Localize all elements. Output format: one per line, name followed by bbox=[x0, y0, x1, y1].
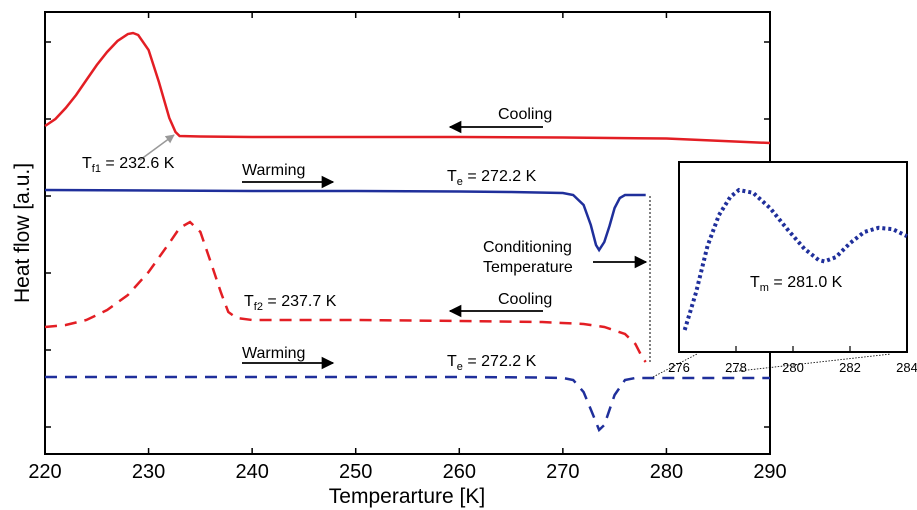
inset-connector-left bbox=[652, 353, 698, 378]
x-axis-title: Temperarture [K] bbox=[329, 485, 485, 508]
inset-curve bbox=[682, 187, 908, 331]
inset-tick-label: 280 bbox=[782, 360, 804, 375]
plot-frame bbox=[44, 11, 771, 455]
x-axis-ticks: 220 230 240 250 260 270 280 290 bbox=[28, 12, 787, 483]
x-tick-label: 240 bbox=[235, 461, 268, 483]
tf1-pointer-arrow bbox=[139, 134, 175, 161]
te-label-2: Te = 272.2 K bbox=[447, 353, 537, 373]
inset-tick-label: 278 bbox=[725, 360, 747, 375]
tf1-label: Tf1 = 232.6 K bbox=[82, 155, 175, 175]
tf2-label: Tf2 = 237.7 K bbox=[244, 293, 337, 313]
inset-tick-label: 284 bbox=[896, 360, 917, 375]
x-tick-label: 260 bbox=[443, 461, 476, 483]
x-tick-label: 280 bbox=[650, 461, 683, 483]
x-tick-label: 290 bbox=[753, 461, 786, 483]
x-tick-label: 250 bbox=[339, 461, 372, 483]
te-label-1: Te = 272.2 K bbox=[447, 168, 537, 188]
x-tick-label: 270 bbox=[546, 461, 579, 483]
inset-panel: 276 278 280 282 284 Tm = 281.0 K bbox=[668, 161, 917, 375]
warming-label-1: Warming bbox=[242, 162, 305, 179]
cooling-label-1: Cooling bbox=[498, 106, 552, 123]
inset-frame bbox=[678, 161, 908, 353]
tm-label: Tm = 281.0 K bbox=[750, 274, 843, 294]
inset-tick-label: 276 bbox=[668, 360, 690, 375]
warming-curve-2 bbox=[45, 375, 770, 433]
y-axis-title: Heat flow [a.u.] bbox=[11, 163, 34, 303]
cooling-curve-1 bbox=[44, 31, 771, 145]
warming-curve-1 bbox=[44, 188, 646, 253]
inset-tick-label: 282 bbox=[839, 360, 861, 375]
x-tick-label: 220 bbox=[28, 461, 61, 483]
cooling-curve-2 bbox=[44, 220, 647, 363]
conditioning-label-line2: Temperature bbox=[483, 259, 573, 276]
inset-connector-right bbox=[729, 353, 892, 373]
conditioning-label-line1: Conditioning bbox=[483, 239, 572, 256]
warming-label-2: Warming bbox=[242, 345, 305, 362]
inset-x-ticks: 276 278 280 282 284 bbox=[668, 346, 917, 375]
cooling-label-2: Cooling bbox=[498, 291, 552, 308]
y-axis-ticks bbox=[45, 41, 770, 428]
x-tick-label: 230 bbox=[132, 461, 165, 483]
